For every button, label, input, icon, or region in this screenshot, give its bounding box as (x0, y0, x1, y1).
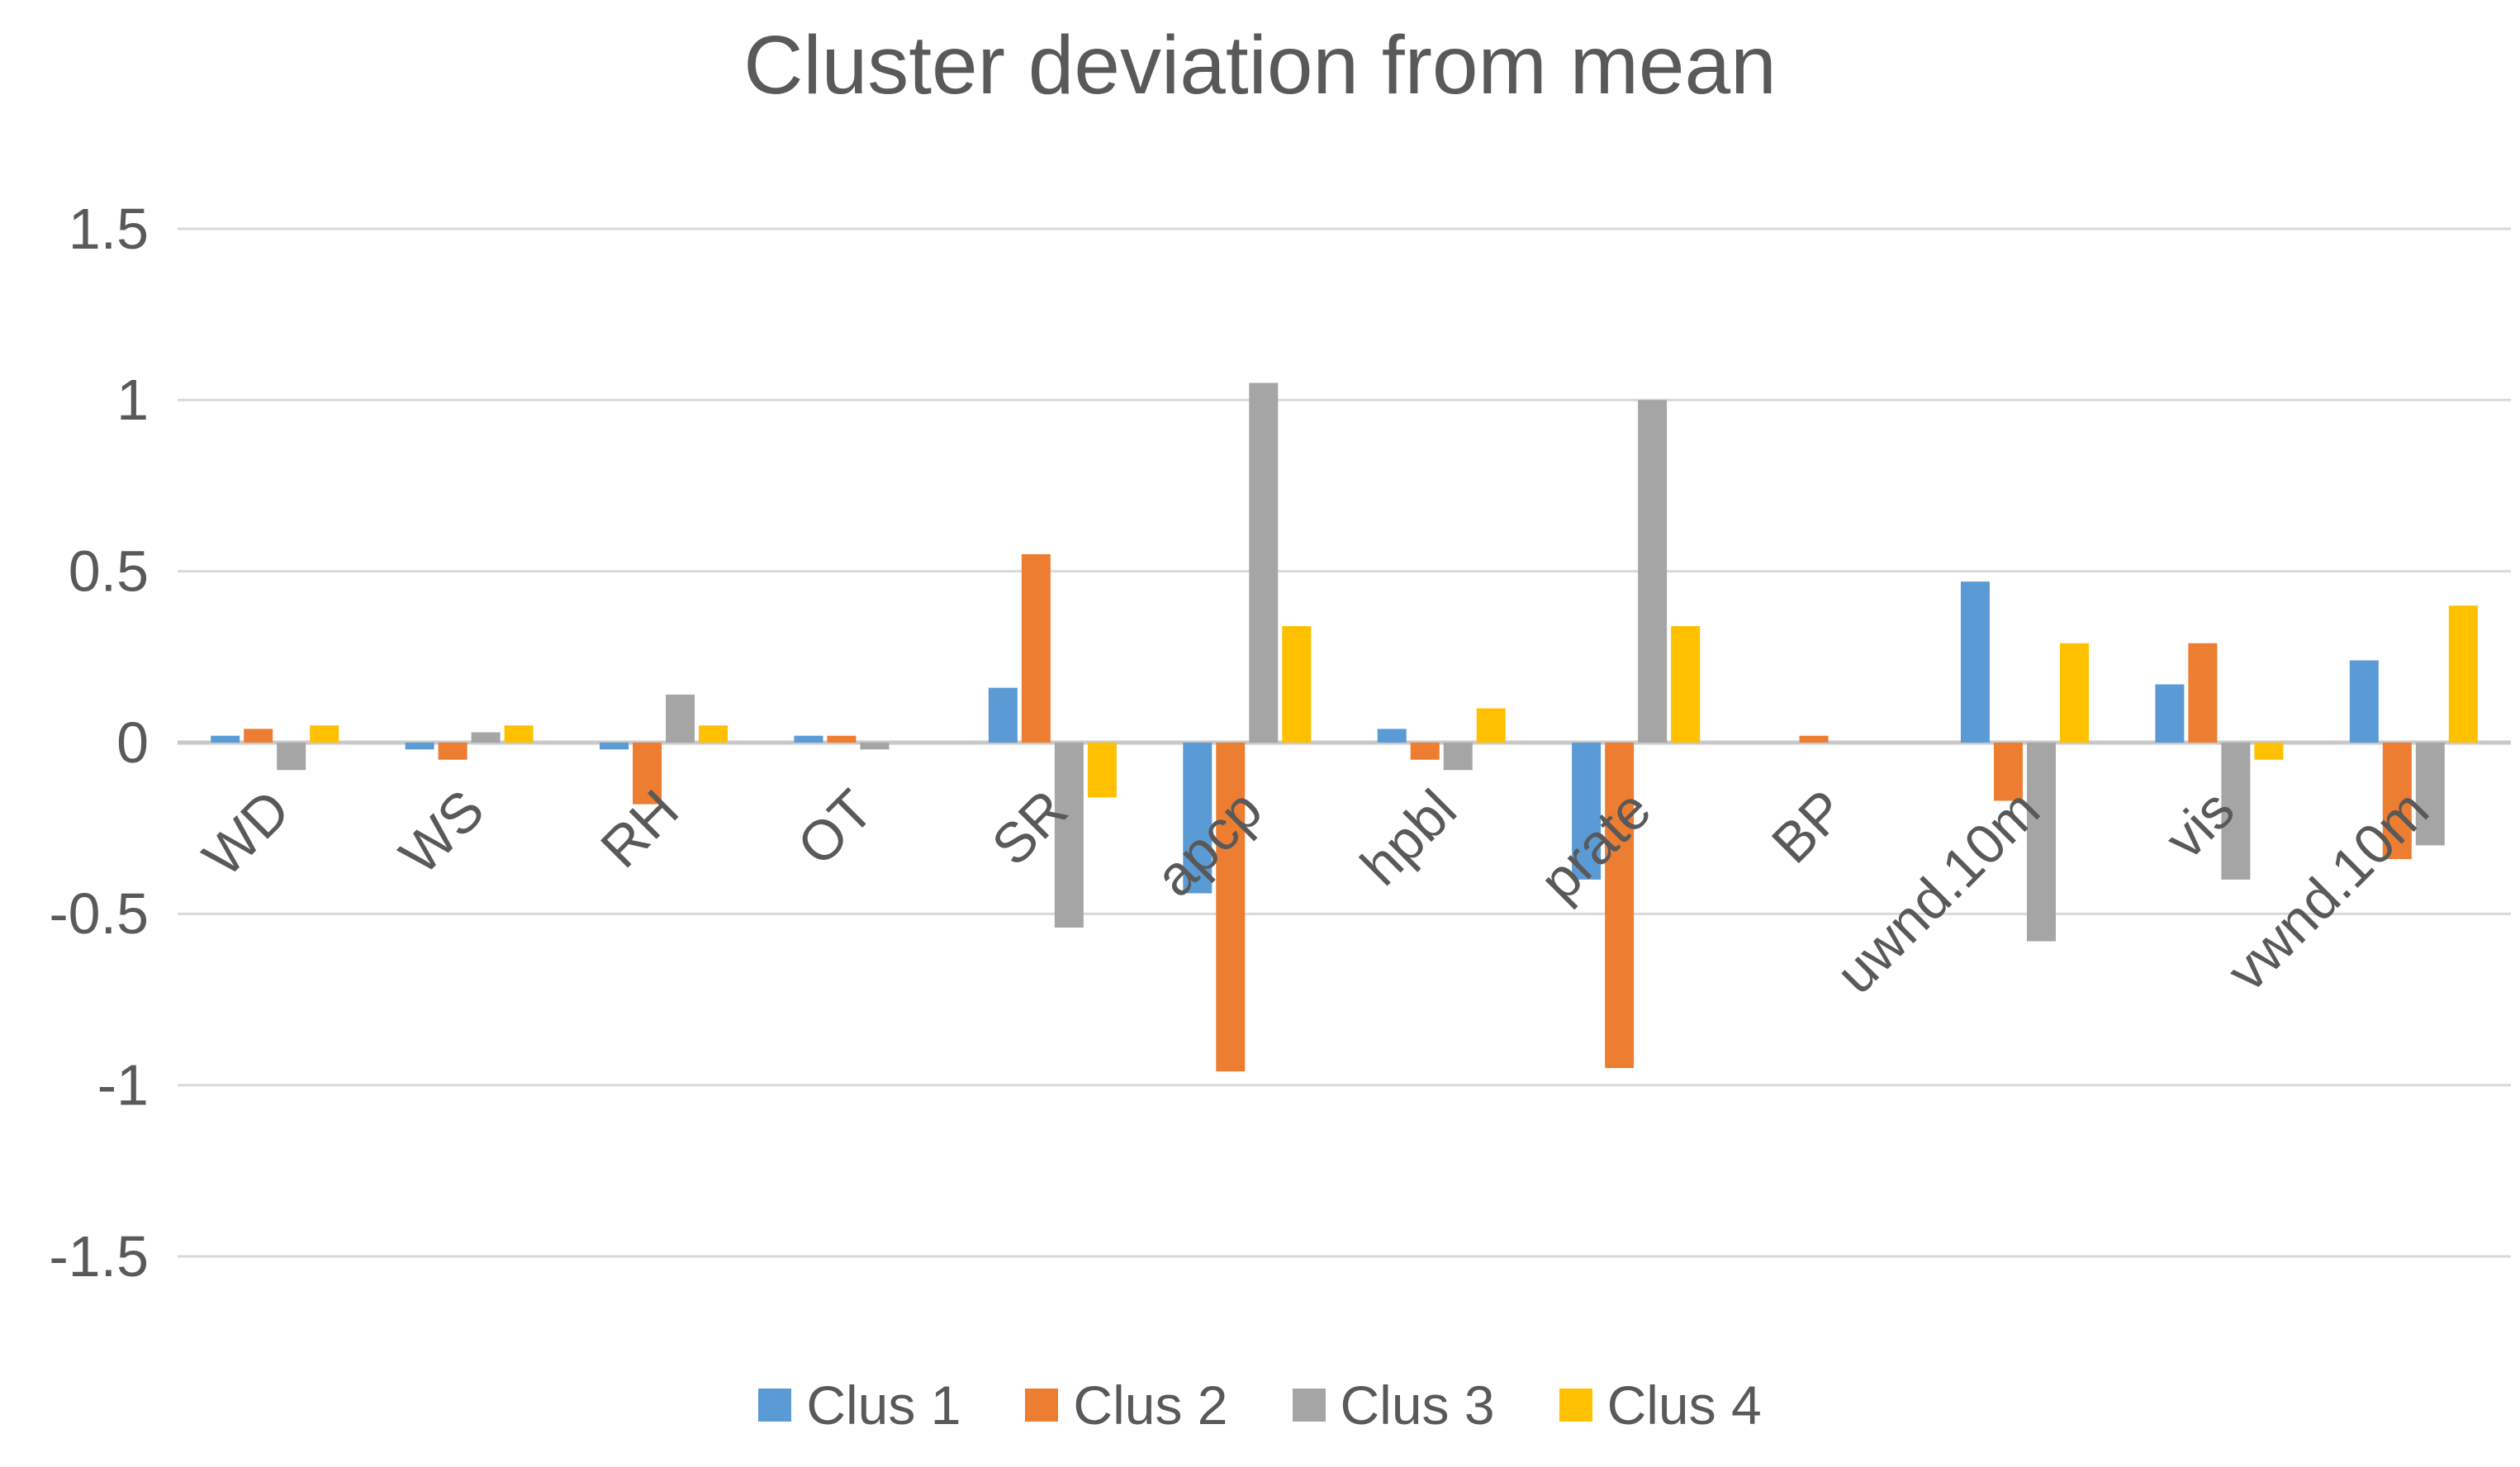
bar-clus4-apcp (1282, 626, 1312, 743)
bar-clus4-RH (699, 725, 728, 743)
bar-clus3-WS (471, 732, 501, 743)
legend-swatch-clus-2 (1025, 1389, 1059, 1422)
legend-swatch-clus-3 (1292, 1389, 1326, 1422)
legend-swatch-clus-4 (1559, 1389, 1592, 1422)
bar-clus3-RH (666, 694, 695, 743)
y-axis-tick-label: 1.5 (69, 197, 149, 261)
category-label-RH: RH (589, 778, 691, 880)
y-axis-tick-label: 1 (116, 368, 149, 432)
y-axis-tick-label: 0 (116, 710, 149, 775)
bar-clus3-hpbl (1443, 743, 1473, 771)
bar-clus1-prate (1572, 743, 1602, 880)
bar-clus2-SR (1021, 553, 1051, 743)
bar-clus4-SR (1087, 743, 1117, 798)
legend-item-clus-4: Clus 4 (1559, 1378, 1762, 1432)
bar-clus4-WD (310, 725, 339, 743)
bar-clus2-apcp (1216, 743, 1246, 1072)
category-label-OT: OT (785, 778, 885, 878)
bar-clus2-hpbl (1410, 743, 1440, 760)
legend-label: Clus 2 (1073, 1374, 1228, 1436)
category-label-WS: WS (388, 778, 496, 886)
category-label-WD: WD (191, 778, 301, 889)
legend: Clus 1 Clus 2 Clus 3 Clus 4 (0, 1378, 2520, 1432)
bar-clus1-apcp (1183, 743, 1213, 894)
bar-clus4-WS (504, 725, 534, 743)
bar-clus2-vis (2188, 643, 2218, 743)
legend-label: Clus 4 (1606, 1374, 1762, 1436)
bar-clus2-RH (633, 743, 662, 805)
bar-clus3-vis (2221, 743, 2251, 880)
bar-clus2-uwnd.10m (1993, 743, 2023, 801)
bar-clus1-OT (794, 735, 823, 743)
chart-title: Cluster deviation from mean (743, 19, 1777, 112)
category-label-uwnd.10m: uwnd.10m (1824, 778, 2052, 1006)
legend-label: Clus 1 (806, 1374, 961, 1436)
bar-clus2-prate (1605, 743, 1635, 1068)
y-axis-tick-label: -0.5 (49, 881, 149, 946)
y-axis-tick-label: -1.5 (49, 1224, 149, 1289)
bar-clus3-apcp (1249, 382, 1279, 743)
bar-clus3-WD (277, 743, 306, 771)
category-label-BP: BP (1760, 778, 1858, 876)
bar-clus4-vis (2254, 743, 2284, 760)
bar-clus1-WS (405, 743, 434, 750)
bar-clus3-prate (1638, 400, 1668, 743)
bar-clus4-prate (1671, 626, 1701, 743)
bar-clus2-WD (244, 729, 273, 743)
bar-clus3-uwnd.10m (2026, 743, 2056, 942)
bar-clus3-SR (1054, 743, 1084, 928)
bar-clus3-vwnd.10m (2415, 743, 2445, 846)
bar-clus1-vis (2155, 684, 2185, 743)
bar-clus1-WD (211, 735, 240, 743)
bar-clus2-WS (438, 743, 467, 760)
bar-clus1-vwnd.10m (2349, 660, 2379, 743)
y-axis-tick-label: 0.5 (69, 539, 149, 603)
bar-clus1-hpbl (1377, 729, 1407, 743)
legend-label: Clus 3 (1340, 1374, 1495, 1436)
legend-item-clus-1: Clus 1 (758, 1378, 961, 1432)
category-label-hpbl: hpbl (1349, 778, 1469, 898)
legend-swatch-clus-1 (758, 1389, 792, 1422)
legend-item-clus-3: Clus 3 (1292, 1374, 1495, 1436)
bar-clus1-SR (988, 687, 1018, 743)
legend-item-clus-2: Clus 2 (1025, 1374, 1228, 1436)
bar-clus2-BP (1799, 735, 1829, 743)
bar-clus3-OT (860, 743, 890, 750)
bar-clus1-uwnd.10m (1960, 582, 1990, 743)
bar-clus2-vwnd.10m (2382, 743, 2412, 859)
bar-clus2-OT (827, 735, 857, 743)
bar-clus4-hpbl (1476, 708, 1506, 743)
y-axis-tick-label: -1 (97, 1053, 149, 1118)
bar-clus4-vwnd.10m (2448, 605, 2478, 743)
bar-clus4-uwnd.10m (2059, 643, 2089, 743)
bar-clus1-RH (600, 743, 629, 750)
